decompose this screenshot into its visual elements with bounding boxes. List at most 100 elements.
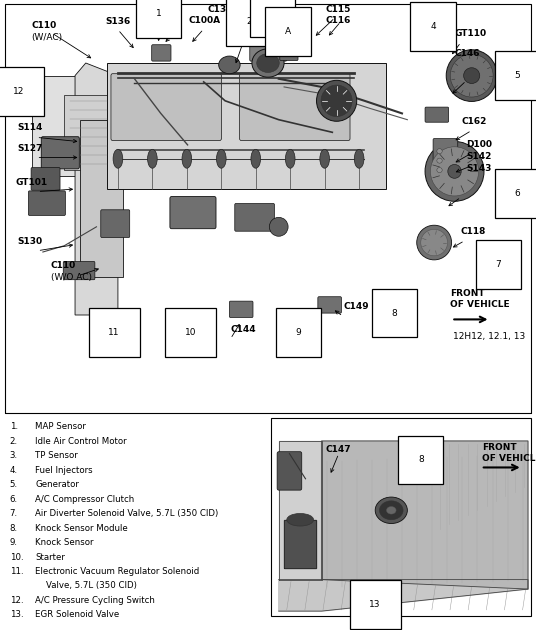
Bar bbox=[5, 4, 531, 413]
Text: 10.: 10. bbox=[10, 553, 23, 561]
Text: Idle Air Control Motor: Idle Air Control Motor bbox=[35, 437, 127, 445]
Ellipse shape bbox=[316, 81, 357, 122]
FancyBboxPatch shape bbox=[240, 74, 350, 140]
Text: Fuel Injectors: Fuel Injectors bbox=[35, 466, 93, 474]
Text: Generator: Generator bbox=[35, 480, 79, 489]
Text: 9: 9 bbox=[296, 328, 301, 337]
Text: S130: S130 bbox=[17, 238, 42, 246]
Text: 6: 6 bbox=[515, 189, 520, 198]
Ellipse shape bbox=[448, 164, 461, 178]
Text: 7.: 7. bbox=[10, 509, 18, 518]
Ellipse shape bbox=[320, 149, 330, 168]
FancyBboxPatch shape bbox=[31, 168, 60, 190]
FancyBboxPatch shape bbox=[63, 261, 95, 280]
Text: S143: S143 bbox=[466, 164, 492, 173]
FancyBboxPatch shape bbox=[28, 191, 65, 215]
Ellipse shape bbox=[285, 149, 295, 168]
FancyBboxPatch shape bbox=[152, 45, 171, 61]
Ellipse shape bbox=[113, 149, 123, 168]
Text: C119: C119 bbox=[277, 16, 302, 25]
Ellipse shape bbox=[257, 54, 279, 72]
FancyBboxPatch shape bbox=[277, 452, 302, 490]
Text: GT101: GT101 bbox=[15, 178, 47, 187]
Text: C149: C149 bbox=[343, 302, 369, 311]
Text: C116: C116 bbox=[325, 16, 351, 25]
Text: Valve, 5.7L (350 CID): Valve, 5.7L (350 CID) bbox=[35, 581, 137, 590]
Text: 13.: 13. bbox=[10, 610, 23, 619]
Text: 2.: 2. bbox=[10, 437, 18, 445]
Text: EGR Solenoid Valve: EGR Solenoid Valve bbox=[35, 610, 120, 619]
FancyBboxPatch shape bbox=[318, 297, 341, 313]
Bar bbox=[271, 418, 531, 616]
Text: 9.: 9. bbox=[10, 538, 18, 547]
Text: 5.: 5. bbox=[10, 480, 18, 489]
Ellipse shape bbox=[437, 158, 442, 163]
Text: OF VEHICLE: OF VEHICLE bbox=[482, 454, 536, 462]
Text: GT110: GT110 bbox=[455, 29, 487, 38]
Text: OF VEHICLE: OF VEHICLE bbox=[450, 300, 510, 309]
Text: Knock Sensor Module: Knock Sensor Module bbox=[35, 524, 128, 532]
Text: 4: 4 bbox=[430, 22, 436, 31]
Ellipse shape bbox=[437, 168, 442, 173]
Ellipse shape bbox=[217, 149, 226, 168]
Text: C115: C115 bbox=[325, 5, 351, 14]
Ellipse shape bbox=[425, 142, 484, 202]
Text: S136: S136 bbox=[106, 18, 131, 26]
Polygon shape bbox=[279, 441, 322, 580]
Text: A: A bbox=[285, 27, 291, 36]
Text: C110: C110 bbox=[51, 261, 76, 270]
Text: A/C Compressor Clutch: A/C Compressor Clutch bbox=[35, 495, 135, 503]
Ellipse shape bbox=[417, 225, 451, 260]
FancyBboxPatch shape bbox=[64, 94, 113, 170]
FancyBboxPatch shape bbox=[111, 74, 221, 140]
Text: 13: 13 bbox=[369, 600, 381, 609]
Text: (W/O AC): (W/O AC) bbox=[51, 273, 92, 282]
Text: 12.: 12. bbox=[10, 596, 23, 605]
Text: 1: 1 bbox=[156, 9, 161, 18]
Text: D100: D100 bbox=[466, 140, 493, 149]
Ellipse shape bbox=[354, 149, 364, 168]
Ellipse shape bbox=[182, 149, 192, 168]
FancyBboxPatch shape bbox=[280, 44, 298, 60]
FancyBboxPatch shape bbox=[32, 76, 107, 176]
Ellipse shape bbox=[446, 50, 497, 101]
Polygon shape bbox=[279, 580, 528, 611]
Ellipse shape bbox=[379, 501, 403, 520]
Text: MAP Sensor: MAP Sensor bbox=[35, 422, 86, 431]
Ellipse shape bbox=[287, 513, 314, 526]
Ellipse shape bbox=[252, 49, 284, 77]
Text: (W/AC): (W/AC) bbox=[31, 33, 62, 42]
FancyBboxPatch shape bbox=[250, 43, 287, 61]
Text: 4.: 4. bbox=[10, 466, 18, 474]
FancyBboxPatch shape bbox=[235, 203, 274, 231]
Text: C147: C147 bbox=[326, 445, 352, 454]
Ellipse shape bbox=[430, 147, 479, 196]
Ellipse shape bbox=[375, 497, 407, 524]
Text: 12: 12 bbox=[13, 87, 25, 96]
Polygon shape bbox=[322, 441, 528, 589]
Ellipse shape bbox=[270, 217, 288, 236]
Text: 12H12, 12.1, 13: 12H12, 12.1, 13 bbox=[453, 333, 525, 341]
Text: 7: 7 bbox=[496, 260, 501, 269]
Text: C118: C118 bbox=[461, 227, 486, 236]
Text: S127: S127 bbox=[17, 144, 42, 153]
FancyBboxPatch shape bbox=[107, 63, 386, 189]
Text: 1.: 1. bbox=[10, 422, 18, 431]
Text: 2: 2 bbox=[246, 17, 251, 26]
FancyBboxPatch shape bbox=[80, 120, 123, 277]
Text: 11: 11 bbox=[108, 328, 120, 337]
Text: C144: C144 bbox=[230, 325, 256, 334]
Ellipse shape bbox=[386, 507, 396, 514]
Text: 8: 8 bbox=[418, 455, 423, 464]
Text: 10: 10 bbox=[184, 328, 196, 337]
Text: TP Sensor: TP Sensor bbox=[35, 451, 78, 460]
Ellipse shape bbox=[251, 149, 260, 168]
FancyBboxPatch shape bbox=[41, 137, 79, 169]
Text: 8: 8 bbox=[392, 309, 397, 318]
Polygon shape bbox=[284, 520, 316, 568]
Ellipse shape bbox=[321, 85, 352, 117]
Text: S142: S142 bbox=[466, 152, 492, 161]
FancyBboxPatch shape bbox=[229, 301, 253, 318]
Text: 5: 5 bbox=[515, 71, 520, 80]
Text: Electronic Vacuum Regulator Solenoid: Electronic Vacuum Regulator Solenoid bbox=[35, 567, 199, 576]
